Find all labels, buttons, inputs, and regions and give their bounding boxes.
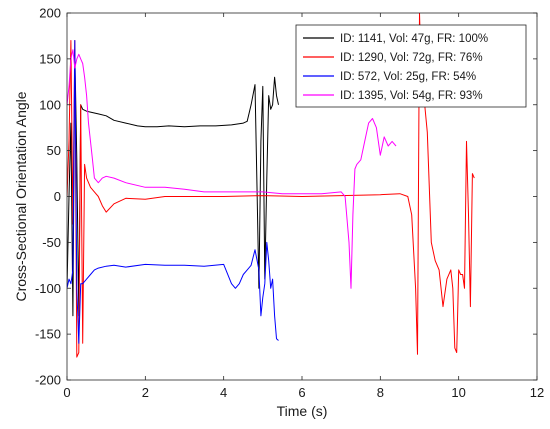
y-tick-label: 200	[39, 6, 61, 21]
legend-label-2: ID: 1290, Vol: 72g, FR: 76%	[340, 52, 483, 64]
y-tick-label: 100	[39, 97, 61, 112]
series-layer	[67, 13, 475, 358]
x-tick-label: 10	[451, 385, 465, 400]
y-tick-label: 50	[47, 143, 61, 158]
y-tick-label: -150	[35, 327, 61, 342]
y-tick-label: 150	[39, 51, 61, 66]
legend-label-4: ID: 1395, Vol: 54g, FR: 93%	[340, 90, 483, 102]
y-tick-label: 0	[54, 189, 61, 204]
x-tick-label: 2	[142, 385, 149, 400]
series-line-2	[67, 13, 475, 358]
series-line-4	[67, 49, 397, 289]
legend: ID: 1141, Vol: 47g, FR: 100% ID: 1290, Vo…	[295, 24, 527, 108]
legend-label-1: ID: 1141, Vol: 47g, FR: 100%	[340, 33, 488, 45]
series-line-3	[67, 40, 279, 344]
y-tick-label: -100	[35, 281, 61, 296]
x-tick-label: 4	[220, 385, 227, 400]
legend-box	[295, 24, 527, 108]
x-tick-label: 0	[63, 385, 70, 400]
x-tick-label: 12	[530, 385, 544, 400]
y-axis-label: Cross-Sectional Orientation Angle	[13, 91, 29, 301]
y-axis: -200 -150 -100 -50 0 50 100 150 200	[35, 6, 537, 388]
x-axis-label: Time (s)	[277, 403, 328, 419]
x-tick-label: 6	[298, 385, 305, 400]
y-tick-label: -200	[35, 373, 61, 388]
x-axis: 0 2 4 6 8 10 12	[63, 13, 544, 400]
x-tick-label: 8	[377, 385, 384, 400]
y-tick-label: -50	[42, 235, 61, 250]
legend-label-3: ID: 572, Vol: 25g, FR: 54%	[340, 71, 476, 83]
